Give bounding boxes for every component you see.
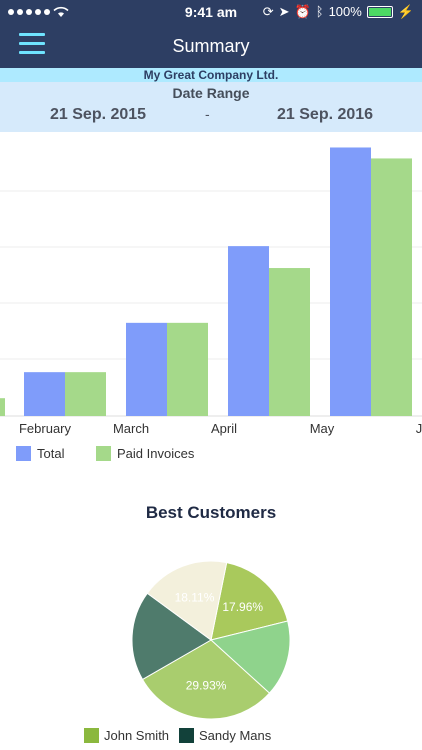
bar-paid-invoices-march [167,322,208,416]
bar-paid-invoices-february [65,372,106,416]
bar-paid-invoices-partial [0,398,5,416]
charging-icon: ⚡ [397,4,414,19]
bar-total-may [330,147,371,417]
header-bar: 9:41 am ⟳ ➤ ⏰ ᛒ 100% ⚡ Summary [0,0,422,68]
bluetooth-icon: ᛒ [315,4,324,19]
legend-swatch [16,446,31,461]
end-date[interactable]: 21 Sep. 2016 [277,106,374,123]
date-range-label: Date Range [172,85,250,101]
legend-label: Total [37,446,65,461]
bar-total-march [126,322,167,416]
pie-legend-label: John Smith [104,728,169,743]
pie-legend-label: Sandy Mans [199,728,272,743]
pie-slice-label: 17.96% [222,600,263,614]
pie-slice-label: 18.11% [175,590,215,604]
x-tick-label: February [19,421,72,436]
location-icon: ➤ [278,4,290,19]
status-icons: ⟳ ➤ ⏰ ᛒ 100% ⚡ [263,4,414,20]
x-tick-label: May [310,421,335,436]
bar-paid-invoices-may [371,158,412,416]
alarm-icon: ⏰ [294,4,311,19]
page-title: Summary [172,36,250,56]
battery-icon [366,6,393,18]
pie-title: Best Customers [146,503,276,522]
pie-legend-swatch [179,728,194,743]
date-range-panel: Date Range 21 Sep. 2015 - 21 Sep. 2016 [0,82,422,132]
best-customers-pie-chart: Best Customers 17.96% 29.93% 18.11% John Smi… [84,503,291,743]
bar-total-april [228,246,269,416]
pie-slice-4 [131,592,212,681]
hamburger-menu-icon[interactable] [19,33,45,55]
company-name: My Great Company Ltd. [0,68,422,82]
rotation-lock-icon: ⟳ [262,4,274,19]
invoice-bar-chart: February March April May J Total Paid Invoices [0,147,422,461]
status-time: 9:41 am [184,4,238,20]
date-range-separator: - [205,106,210,122]
x-tick-label: J [416,421,422,436]
pie-slice-2 [209,620,291,694]
signal-indicator [8,4,69,20]
pie-slice-1 [210,561,289,641]
pie-legend-swatch [84,728,99,743]
wifi-icon [53,6,69,17]
x-tick-label: March [113,421,149,436]
pie-slice-label: 29.93% [186,679,227,693]
pie-slice-5 [146,560,228,641]
start-date[interactable]: 21 Sep. 2015 [50,106,147,123]
pie-slice-3 [141,639,271,720]
bar-paid-invoices-april [269,268,310,416]
bar-total-february [24,372,65,416]
legend-swatch [96,446,111,461]
x-tick-label: April [211,421,237,436]
battery-percent: 100% [328,4,362,19]
legend-label: Paid Invoices [117,446,195,461]
